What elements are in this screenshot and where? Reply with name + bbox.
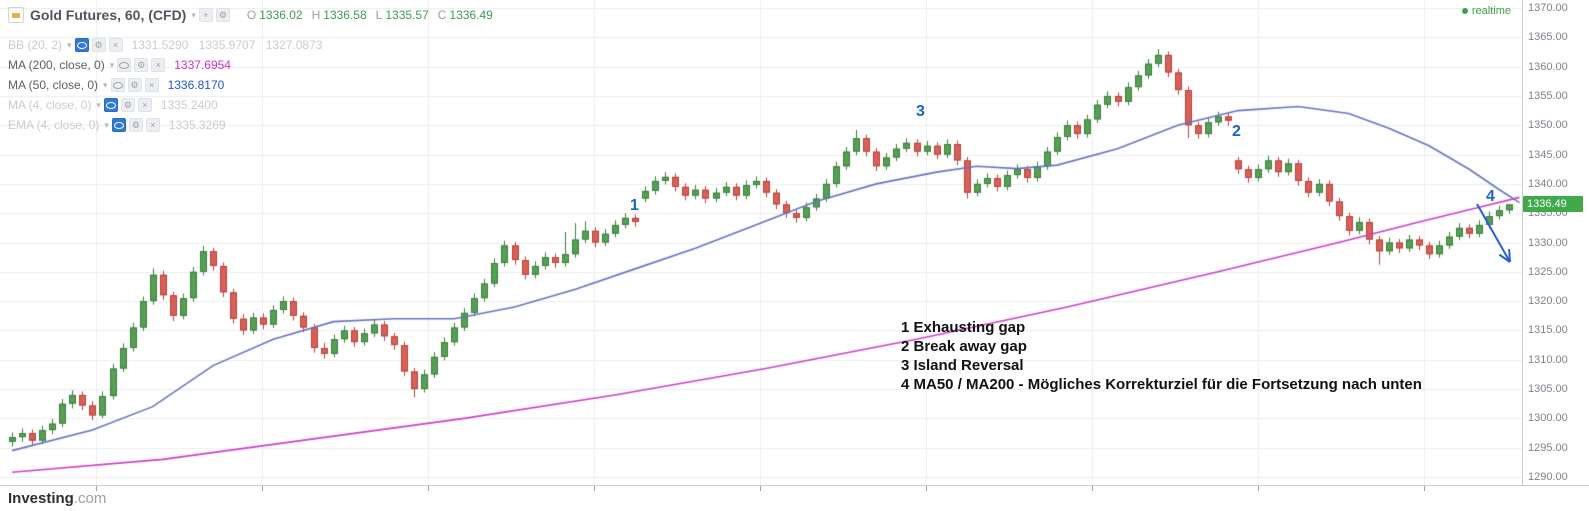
chevron-down-icon[interactable]: ▾ bbox=[109, 59, 115, 70]
indicator-values: 1335.3269 bbox=[169, 118, 233, 132]
indicator-row-ema4: EMA (4, close, 0) ▾ ⚙ × 1335.3269 bbox=[8, 116, 493, 134]
indicator-values: 1337.6954 bbox=[174, 58, 238, 72]
low-label: L bbox=[375, 8, 383, 22]
indicator-name[interactable]: MA (200, close, 0) bbox=[8, 58, 105, 72]
bb-value-upper: 1331.5290 bbox=[131, 38, 189, 52]
ma200-value: 1337.6954 bbox=[174, 58, 231, 72]
realtime-label: realtime bbox=[1471, 5, 1511, 17]
close-icon-button[interactable]: × bbox=[144, 78, 159, 92]
ema4-value: 1335.3269 bbox=[168, 118, 226, 132]
price-axis-label: 1305.00 bbox=[1528, 383, 1568, 396]
logo-text: Investing bbox=[8, 490, 74, 507]
gear-icon-button[interactable]: ⚙ bbox=[134, 58, 149, 72]
ma50-value: 1336.8170 bbox=[167, 78, 225, 92]
logo-suffix: .com bbox=[73, 490, 107, 507]
time-axis[interactable]: Investing.com bbox=[0, 485, 1589, 511]
indicator-name[interactable]: BB (20, 2) bbox=[8, 38, 63, 52]
indicator-values: 1335.2400 bbox=[161, 98, 225, 112]
time-axis-tick bbox=[1424, 486, 1425, 491]
close-value: 1336.49 bbox=[449, 8, 493, 22]
price-axis-label: 1340.00 bbox=[1528, 177, 1568, 190]
eye-icon bbox=[113, 121, 124, 129]
eye-icon-button[interactable] bbox=[103, 98, 118, 112]
high-value: 1336.58 bbox=[323, 8, 367, 22]
ma4-value: 1335.2400 bbox=[160, 98, 218, 112]
chevron-down-icon[interactable]: ▾ bbox=[67, 39, 72, 50]
eye-icon-button[interactable] bbox=[74, 38, 89, 52]
high-label: H bbox=[311, 8, 321, 22]
realtime-status: realtime bbox=[1461, 5, 1511, 17]
compare-icon-button[interactable]: + bbox=[198, 8, 213, 22]
eye-icon bbox=[105, 101, 116, 109]
instrument-icon bbox=[8, 7, 24, 23]
indicator-row-ma4: MA (4, close, 0) ▾ ⚙ × 1335.2400 bbox=[8, 96, 493, 114]
time-axis-tick bbox=[1092, 486, 1093, 491]
eye-icon-button[interactable] bbox=[117, 58, 132, 72]
indicator-values: 1331.5290 1335.9707 1327.0873 bbox=[132, 38, 330, 52]
price-axis-label: 1295.00 bbox=[1528, 441, 1568, 454]
eye-icon bbox=[112, 81, 123, 89]
realtime-dot-icon bbox=[1461, 8, 1468, 14]
close-icon-button[interactable]: × bbox=[108, 38, 123, 52]
time-axis-tick bbox=[96, 486, 97, 491]
price-axis-label: 1300.00 bbox=[1528, 412, 1568, 425]
price-axis-label: 1290.00 bbox=[1528, 471, 1568, 483]
bb-value-lower: 1327.0873 bbox=[265, 38, 323, 52]
time-axis-tick bbox=[262, 486, 263, 491]
price-axis-label: 1350.00 bbox=[1528, 119, 1568, 132]
price-axis[interactable]: 1370.00 1365.00 1360.00 1355.00 1350.00 1345.… bbox=[1523, 0, 1589, 485]
price-axis-label: 1330.00 bbox=[1528, 236, 1568, 249]
open-value: 1336.02 bbox=[259, 8, 303, 22]
ohlc-readout: O 1336.02 H 1336.58 L 1335.57 C 1336.49 bbox=[238, 8, 493, 22]
time-axis-tick bbox=[926, 486, 927, 491]
axis-separator bbox=[1522, 0, 1523, 510]
chevron-down-icon[interactable]: ▾ bbox=[191, 9, 196, 20]
low-value: 1335.57 bbox=[385, 8, 429, 22]
close-icon-button[interactable]: × bbox=[151, 58, 166, 72]
price-axis-label: 1360.00 bbox=[1528, 60, 1568, 73]
price-axis-label: 1320.00 bbox=[1528, 295, 1568, 308]
indicator-name[interactable]: EMA (4, close, 0) bbox=[8, 118, 100, 132]
gear-icon-button[interactable]: ⚙ bbox=[128, 118, 143, 132]
chart-title[interactable]: Gold Futures, 60, (CFD) bbox=[30, 7, 187, 23]
price-axis-label: 1365.00 bbox=[1528, 31, 1568, 44]
indicator-name[interactable]: MA (50, close, 0) bbox=[8, 78, 99, 92]
indicator-row-ma200: MA (200, close, 0) ▾ ⚙ × 1337.6954 bbox=[8, 56, 493, 74]
candlestick-chart[interactable] bbox=[0, 0, 1522, 485]
close-label: C bbox=[437, 8, 447, 22]
eye-icon bbox=[76, 41, 87, 49]
price-axis-label: 1310.00 bbox=[1528, 353, 1568, 366]
price-axis-label: 1345.00 bbox=[1528, 148, 1568, 161]
chart-legend: Gold Futures, 60, (CFD) ▾ + ⚙ O 1336.02 … bbox=[8, 4, 493, 136]
close-icon-button[interactable]: × bbox=[137, 98, 152, 112]
time-axis-tick bbox=[760, 486, 761, 491]
eye-icon-button[interactable] bbox=[111, 118, 126, 132]
indicator-name[interactable]: MA (4, close, 0) bbox=[8, 98, 92, 112]
time-axis-tick bbox=[1258, 486, 1259, 491]
chevron-down-icon[interactable]: ▾ bbox=[103, 79, 108, 90]
chevron-down-icon[interactable]: ▾ bbox=[96, 99, 101, 110]
price-axis-label: 1370.00 bbox=[1528, 2, 1568, 14]
chevron-down-icon[interactable]: ▾ bbox=[104, 119, 109, 130]
gear-icon-button[interactable]: ⚙ bbox=[120, 98, 135, 112]
bb-value-middle: 1335.9707 bbox=[198, 38, 256, 52]
symbol-row: Gold Futures, 60, (CFD) ▾ + ⚙ O 1336.02 … bbox=[8, 4, 493, 26]
current-price-tag: 1336.49 bbox=[1523, 196, 1583, 213]
investing-logo: Investing.com bbox=[8, 490, 106, 507]
indicator-values: 1336.8170 bbox=[168, 78, 232, 92]
gear-icon-button[interactable]: ⚙ bbox=[127, 78, 142, 92]
indicator-row-ma50: MA (50, close, 0) ▾ ⚙ × 1336.8170 bbox=[8, 76, 493, 94]
settings-icon-button[interactable]: ⚙ bbox=[215, 8, 230, 22]
indicator-row-bb: BB (20, 2) ▾ ⚙ × 1331.5290 1335.9707 132… bbox=[8, 36, 493, 54]
price-axis-label: 1325.00 bbox=[1528, 265, 1568, 278]
eye-icon bbox=[119, 61, 130, 69]
price-axis-label: 1355.00 bbox=[1528, 89, 1568, 102]
close-icon-button[interactable]: × bbox=[145, 118, 160, 132]
open-label: O bbox=[246, 8, 257, 22]
eye-icon-button[interactable] bbox=[110, 78, 125, 92]
gear-icon-button[interactable]: ⚙ bbox=[91, 38, 106, 52]
time-axis-tick bbox=[594, 486, 595, 491]
price-axis-label: 1315.00 bbox=[1528, 324, 1568, 337]
time-axis-tick bbox=[428, 486, 429, 491]
